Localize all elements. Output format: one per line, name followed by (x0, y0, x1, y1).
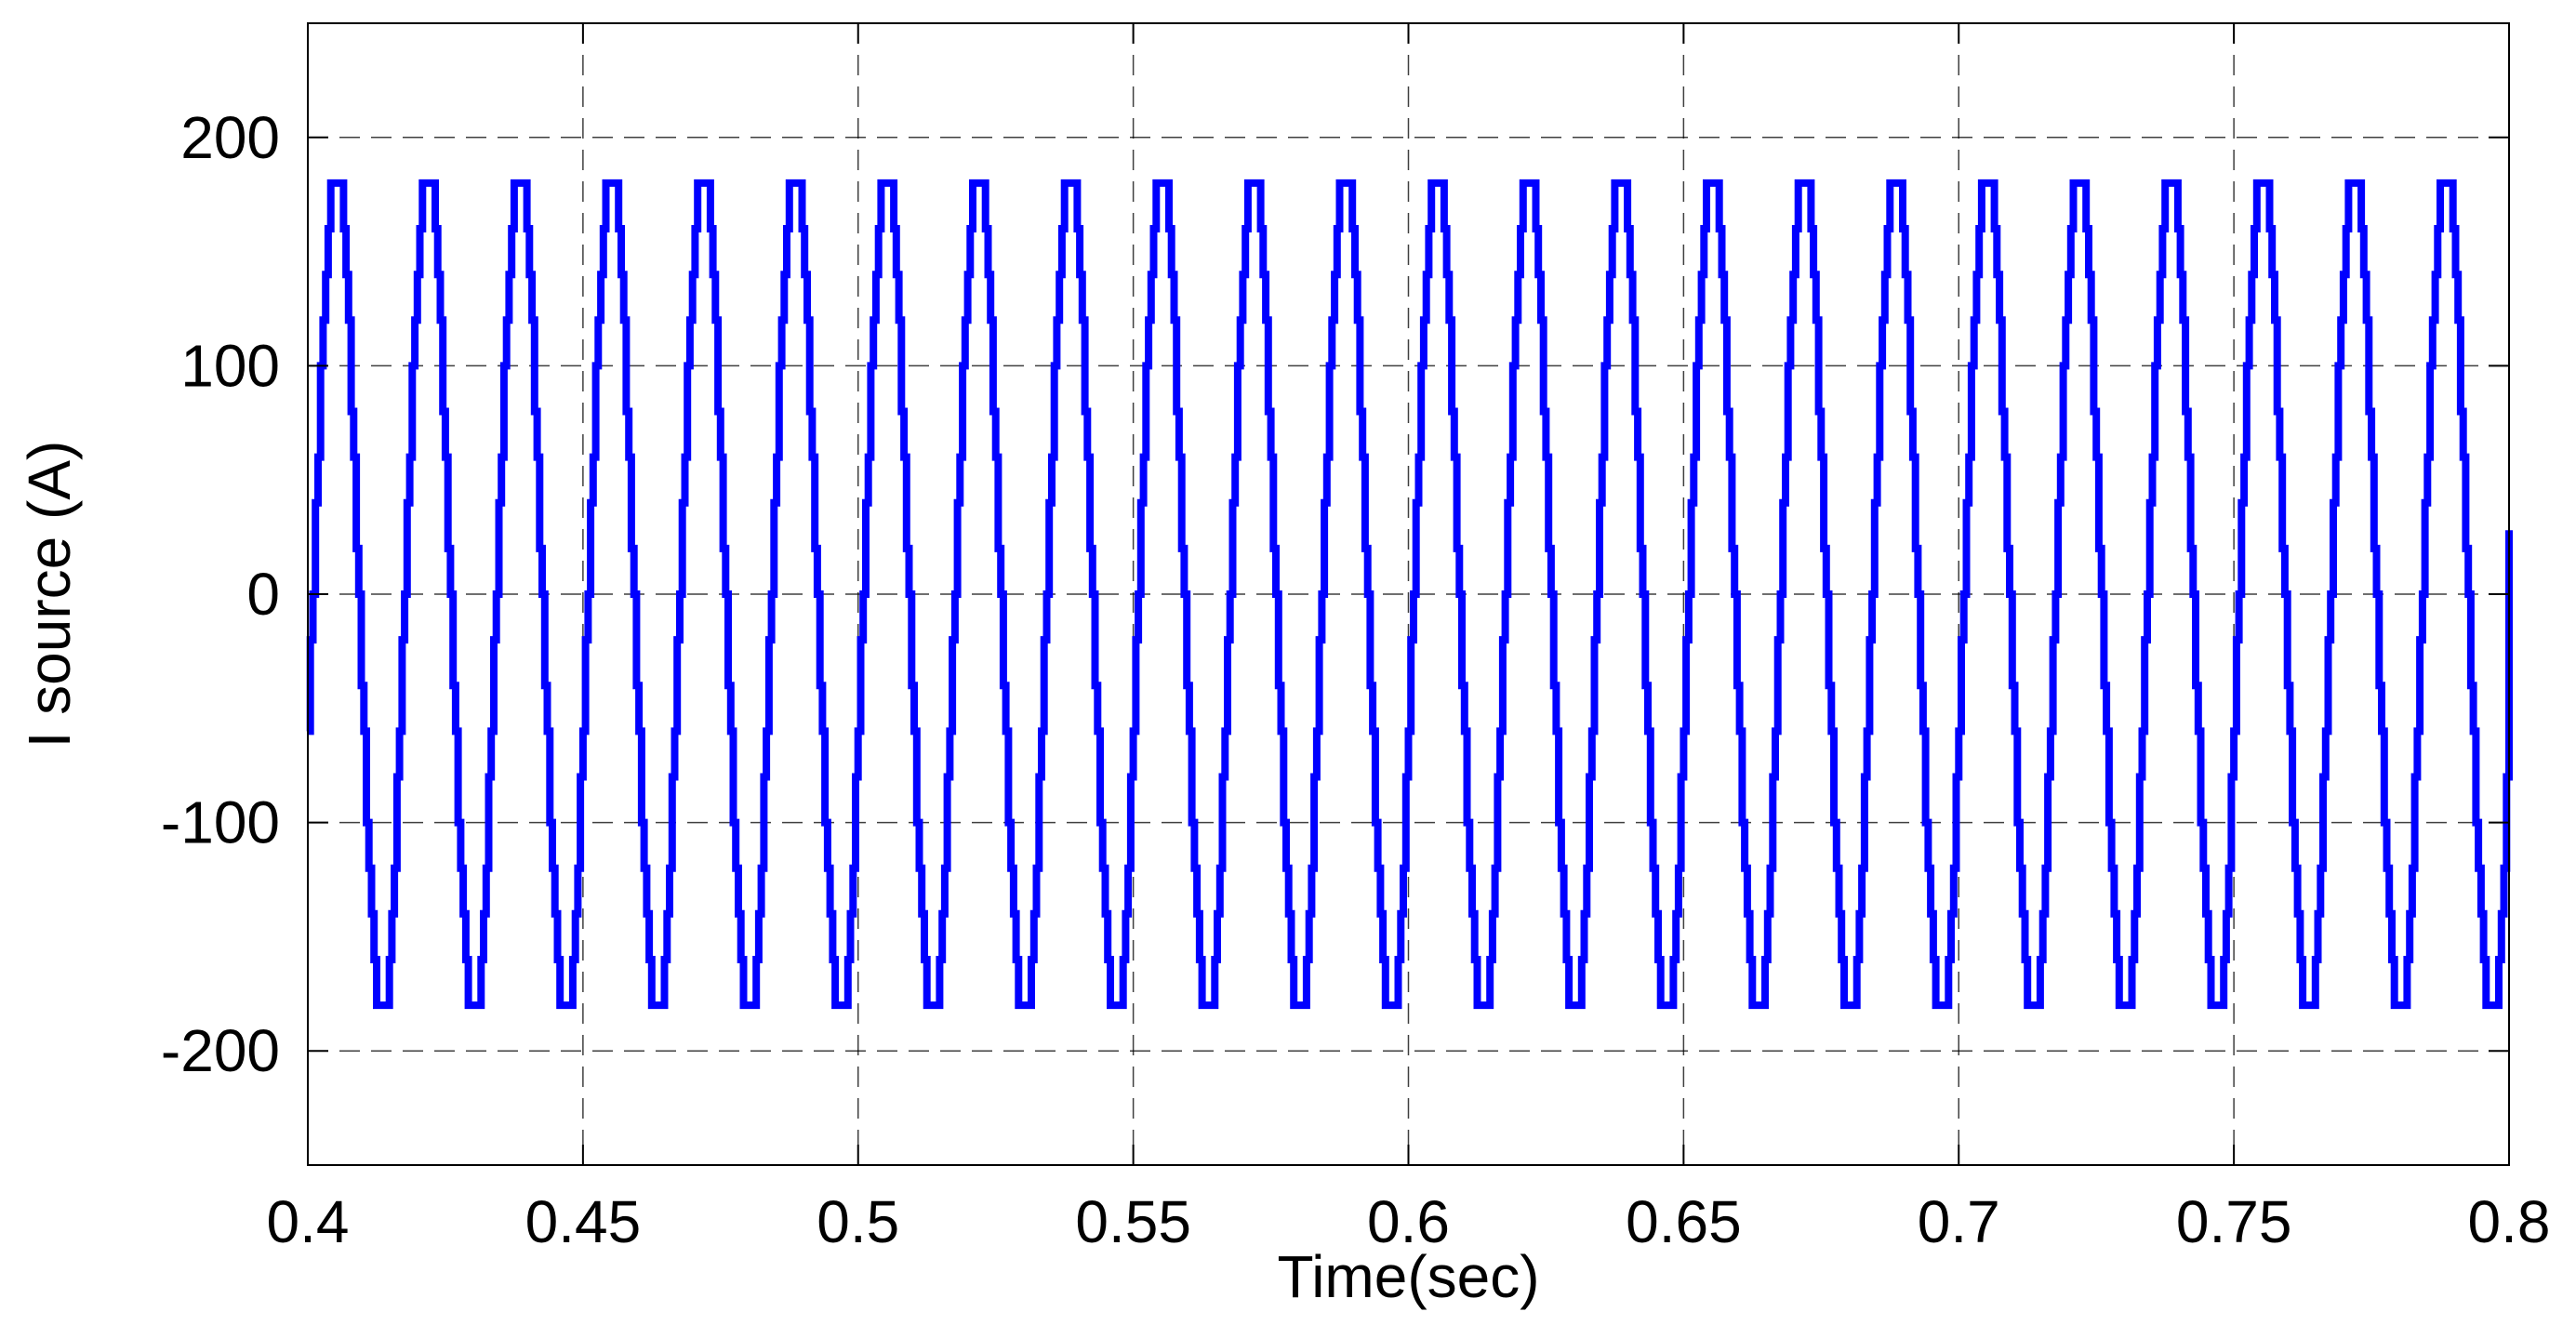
series-layer (306, 179, 2513, 1010)
y-tick-label: 200 (180, 104, 280, 171)
tick-marks (307, 23, 2510, 1165)
x-tick-labels: 0.4 0.45 0.5 0.55 0.6 0.65 0.7 0.75 0.8 (267, 1188, 2551, 1255)
x-tick-label: 0.45 (525, 1188, 642, 1255)
x-tick-label: 0.8 (2468, 1188, 2551, 1255)
y-tick-label: 0 (246, 561, 280, 628)
y-tick-label: 100 (180, 332, 280, 399)
x-tick-label: 0.4 (267, 1188, 350, 1255)
series-line (306, 179, 2513, 1010)
y-tick-label: -200 (161, 1017, 280, 1084)
x-tick-label: 0.55 (1075, 1188, 1191, 1255)
x-axis-label: Time(sec) (1277, 1243, 1539, 1310)
y-tick-label: -100 (161, 789, 280, 856)
y-axis-label: I source (A) (16, 441, 83, 749)
x-tick-label: 0.6 (1367, 1188, 1450, 1255)
x-tick-label: 0.65 (1626, 1188, 1742, 1255)
y-tick-labels: 200 100 0 -100 -200 (161, 104, 280, 1084)
x-tick-label: 0.5 (817, 1188, 899, 1255)
x-tick-label: 0.7 (1918, 1188, 2000, 1255)
x-tick-label: 0.75 (2176, 1188, 2292, 1255)
